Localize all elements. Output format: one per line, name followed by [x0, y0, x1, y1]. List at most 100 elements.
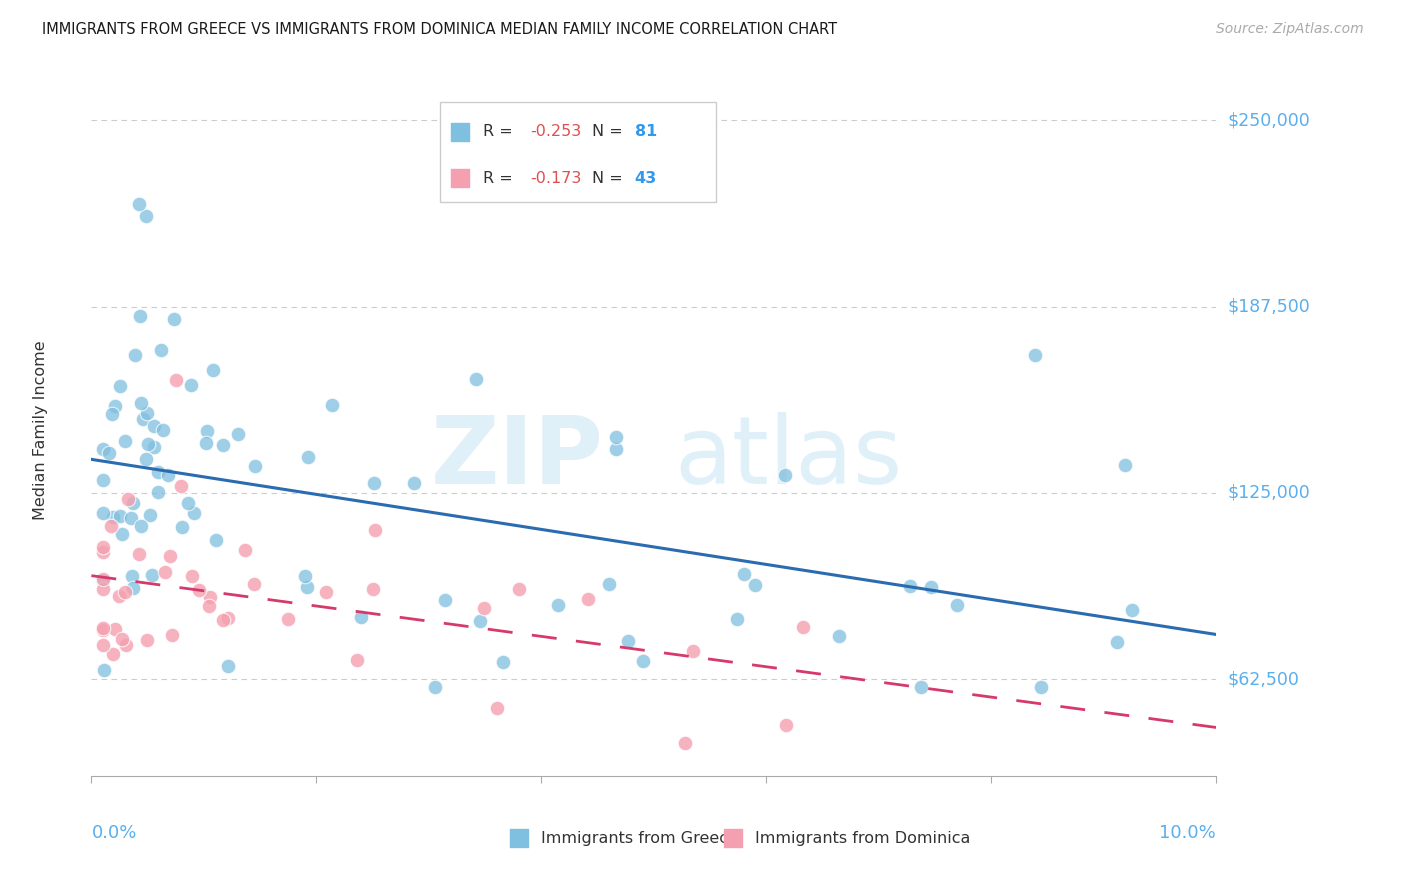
Point	[315, 585, 337, 599]
Point	[346, 653, 368, 667]
Point	[775, 718, 797, 732]
Point	[170, 520, 193, 534]
Point	[404, 475, 426, 490]
Point	[547, 598, 569, 612]
Text: -0.253: -0.253	[530, 124, 581, 139]
Point	[1024, 348, 1046, 362]
Point	[122, 496, 145, 510]
Text: $62,500: $62,500	[1227, 670, 1299, 689]
Text: $250,000: $250,000	[1227, 112, 1310, 129]
Point	[682, 644, 704, 658]
Point	[195, 424, 218, 438]
Point	[91, 545, 114, 559]
Point	[136, 633, 159, 648]
Point	[170, 478, 193, 492]
Point	[146, 465, 169, 479]
Point	[104, 399, 127, 413]
Point	[110, 508, 132, 523]
Point	[91, 638, 114, 652]
Point	[93, 664, 115, 678]
Point	[149, 343, 172, 357]
Point	[945, 599, 967, 613]
Point	[321, 398, 343, 412]
Text: $125,000: $125,000	[1227, 484, 1310, 502]
Point	[101, 407, 124, 421]
Point	[295, 580, 318, 594]
Text: 10.0%: 10.0%	[1160, 824, 1216, 842]
Point	[141, 567, 163, 582]
Text: $187,500: $187,500	[1227, 298, 1310, 316]
Point	[91, 621, 114, 635]
Point	[163, 312, 186, 326]
Point	[675, 736, 697, 750]
Point	[472, 601, 495, 615]
Text: N =: N =	[592, 170, 628, 186]
Point	[122, 581, 145, 595]
Text: -0.173: -0.173	[530, 170, 582, 186]
Text: 0.0%: 0.0%	[91, 824, 136, 842]
Point	[101, 510, 124, 524]
Text: R =: R =	[482, 170, 517, 186]
Point	[350, 610, 373, 624]
Point	[121, 568, 143, 582]
Point	[152, 424, 174, 438]
Point	[363, 475, 385, 490]
Point	[1029, 680, 1052, 694]
Text: ZIP: ZIP	[430, 412, 603, 504]
Point	[423, 680, 446, 694]
Point	[243, 576, 266, 591]
Point	[294, 569, 316, 583]
Point	[91, 473, 114, 487]
Point	[124, 347, 146, 361]
Text: Immigrants from Greece: Immigrants from Greece	[541, 830, 738, 846]
Point	[177, 496, 200, 510]
Point	[143, 440, 166, 454]
Point	[910, 680, 932, 694]
Point	[111, 632, 134, 646]
Point	[146, 485, 169, 500]
Point	[108, 378, 131, 392]
Point	[297, 450, 319, 464]
Point	[117, 492, 139, 507]
Text: N =: N =	[592, 124, 628, 139]
Point	[156, 468, 179, 483]
Point	[212, 613, 235, 627]
Text: R =: R =	[482, 124, 517, 139]
Point	[115, 638, 138, 652]
Point	[198, 599, 221, 613]
Point	[91, 623, 114, 637]
Point	[91, 540, 114, 554]
Point	[1114, 458, 1136, 472]
Point	[132, 412, 155, 426]
Point	[598, 576, 620, 591]
Point	[201, 363, 224, 377]
Point	[792, 620, 814, 634]
Text: Median Family Income: Median Family Income	[34, 341, 48, 520]
Point	[104, 622, 127, 636]
Point	[617, 634, 640, 648]
Point	[91, 442, 114, 457]
Point	[135, 209, 157, 223]
Point	[159, 549, 181, 563]
Point	[114, 585, 136, 599]
Point	[188, 582, 211, 597]
Point	[486, 700, 509, 714]
Point	[277, 612, 299, 626]
Point	[155, 565, 177, 579]
Point	[1105, 635, 1128, 649]
Point	[114, 434, 136, 449]
Point	[91, 574, 114, 588]
Point	[233, 543, 256, 558]
Point	[111, 527, 134, 541]
Point	[128, 197, 150, 211]
Text: Immigrants from Dominica: Immigrants from Dominica	[755, 830, 970, 846]
Point	[198, 590, 221, 604]
Point	[492, 655, 515, 669]
Text: atlas: atlas	[675, 412, 903, 504]
Point	[898, 579, 921, 593]
Point	[217, 659, 239, 673]
Point	[101, 647, 124, 661]
Point	[578, 592, 600, 607]
Point	[631, 654, 654, 668]
FancyBboxPatch shape	[440, 102, 716, 202]
